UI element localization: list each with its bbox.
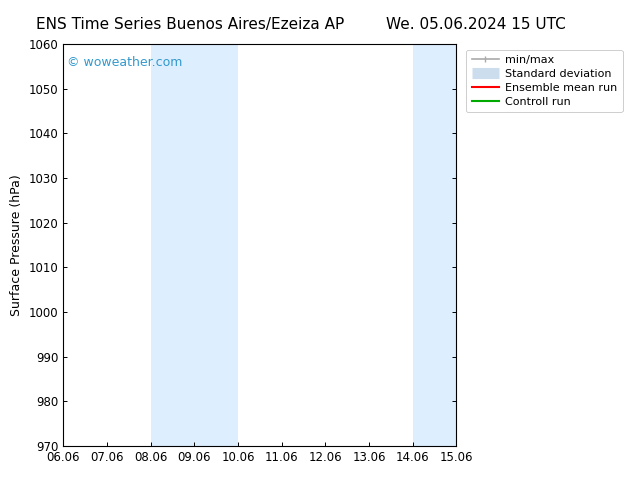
Text: We. 05.06.2024 15 UTC: We. 05.06.2024 15 UTC: [385, 17, 566, 32]
Y-axis label: Surface Pressure (hPa): Surface Pressure (hPa): [10, 174, 23, 316]
Bar: [413, 44, 456, 446]
Text: © woweather.com: © woweather.com: [67, 56, 183, 69]
Bar: [151, 44, 238, 446]
Text: ENS Time Series Buenos Aires/Ezeiza AP: ENS Time Series Buenos Aires/Ezeiza AP: [36, 17, 344, 32]
Legend: min/max, Standard deviation, Ensemble mean run, Controll run: min/max, Standard deviation, Ensemble me…: [466, 49, 623, 112]
